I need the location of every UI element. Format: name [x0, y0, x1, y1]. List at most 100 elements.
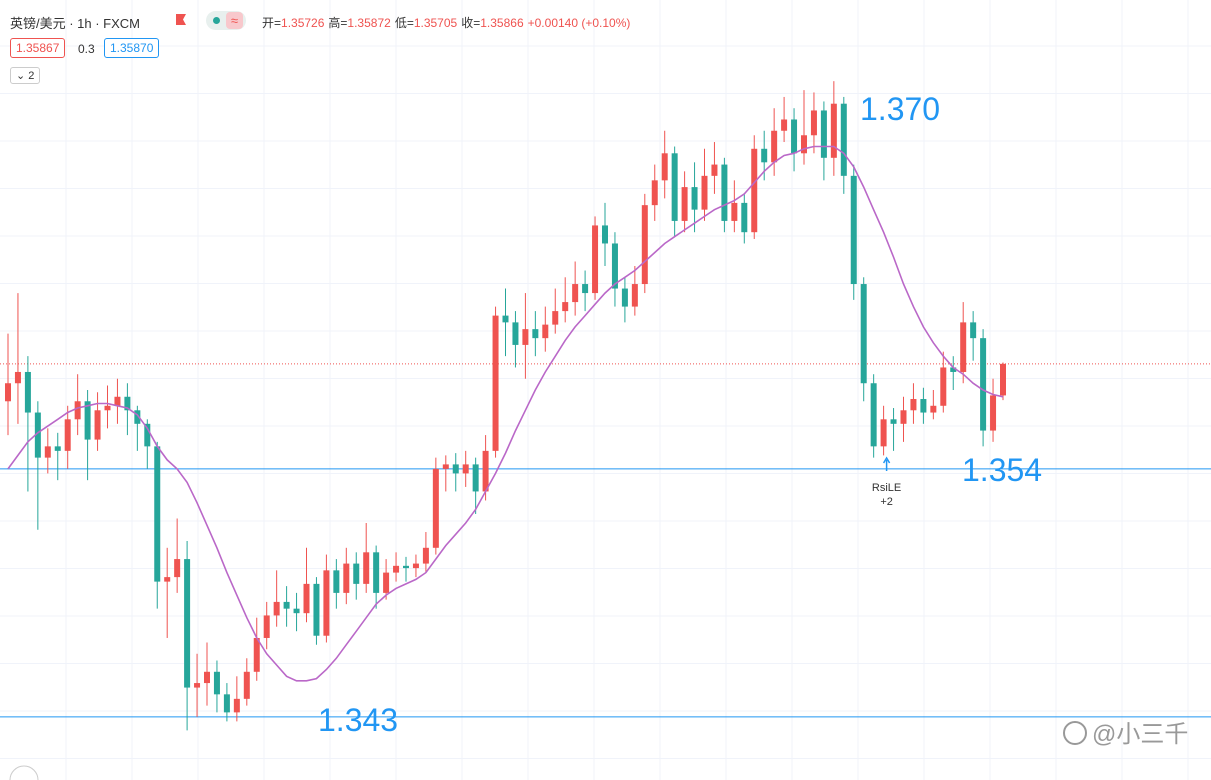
level-annotation: 1.343	[318, 702, 398, 738]
ohlc-value: 1.35866	[480, 16, 524, 30]
candle-body	[104, 405, 111, 411]
candle-body	[323, 570, 330, 636]
candle-body	[502, 315, 509, 323]
flag-icon[interactable]	[176, 14, 186, 25]
candle-body	[900, 410, 907, 424]
candle-body	[124, 396, 131, 411]
candle-body	[691, 187, 698, 210]
candle-body	[820, 110, 827, 158]
candle-body	[14, 371, 21, 384]
candle-body	[442, 464, 449, 469]
corner-icon	[9, 765, 39, 780]
candle-body	[462, 464, 469, 474]
candle-body	[422, 547, 429, 564]
candle-body	[213, 671, 220, 695]
candle-body	[1000, 363, 1006, 396]
candle-body	[243, 671, 250, 699]
candle-body	[681, 187, 688, 221]
bid-box[interactable]: 1.35867	[10, 38, 66, 58]
candle-body	[592, 225, 599, 294]
symbol-title: 英镑/美元 · 1h · FXCM	[10, 16, 141, 31]
candle-body	[383, 572, 390, 593]
candle-body	[602, 225, 608, 244]
candle-body	[233, 698, 240, 713]
candle-body	[313, 583, 320, 636]
signal-qty: +2	[880, 496, 893, 508]
candle-body	[741, 202, 748, 233]
candle-body	[5, 383, 11, 402]
candle-body	[970, 322, 977, 339]
level-annotation: 1.354	[962, 452, 1042, 488]
signal-name: RsiLE	[872, 482, 901, 494]
candle-body	[860, 284, 867, 384]
candle-body	[980, 338, 987, 431]
candle-body	[830, 103, 837, 158]
ohlc-key: 高=	[328, 16, 348, 30]
watermark-icon	[1063, 721, 1087, 745]
ohlc-key: 低=	[394, 16, 414, 30]
candle-body	[64, 419, 71, 451]
candle-body	[353, 563, 360, 584]
ohlc-value: +0.00140 (+0.10%)	[527, 16, 631, 30]
candle-body	[412, 563, 419, 569]
candle-body	[930, 405, 937, 413]
candle-body	[333, 570, 340, 593]
candle-body	[701, 175, 708, 210]
candle-body	[880, 419, 887, 447]
candle-body	[791, 119, 798, 154]
candle-body	[34, 412, 41, 458]
candle-body	[253, 637, 260, 672]
candle-body	[562, 302, 569, 312]
candle-body	[940, 367, 947, 406]
candle-body	[343, 563, 350, 593]
candle-body	[542, 324, 549, 339]
candle-body	[114, 396, 121, 406]
candle-body	[403, 565, 409, 569]
candle-body	[303, 583, 310, 614]
candle-body	[144, 423, 151, 447]
candle-body	[810, 110, 817, 136]
candle-body	[771, 130, 778, 163]
candle-body	[283, 601, 290, 609]
ask-box[interactable]: 1.35870	[104, 38, 160, 58]
indicator-toggle[interactable]: ⌄ 2	[10, 67, 41, 84]
candle-body	[134, 410, 141, 424]
candle-body	[611, 243, 618, 289]
candle-body	[194, 683, 201, 688]
candle-body	[582, 284, 589, 294]
candle-body	[273, 601, 280, 616]
candle-body	[950, 367, 957, 372]
candle-body	[801, 135, 807, 154]
candle-body	[960, 322, 967, 372]
signal-arrow-head	[882, 456, 891, 464]
candle-body	[373, 552, 380, 593]
ohlc-key: 开=	[262, 16, 282, 30]
candle-body	[631, 284, 638, 307]
candle-body	[572, 284, 579, 303]
candle-body	[393, 565, 400, 573]
candle-body	[54, 446, 61, 451]
candle-body	[74, 401, 81, 420]
candle-body	[721, 164, 728, 221]
candle-body	[552, 311, 559, 325]
candle-body	[910, 399, 917, 411]
wave-icon: ≈	[226, 12, 243, 29]
peak-annotation: 1.370	[860, 91, 940, 127]
candle-body	[890, 419, 897, 424]
candle-body	[472, 464, 479, 492]
toggle[interactable]: ≈	[206, 11, 246, 30]
candle-body	[482, 450, 489, 492]
candle-body	[432, 468, 439, 548]
candle-body	[661, 153, 668, 181]
candle-body	[711, 164, 718, 176]
candle-body	[363, 552, 370, 584]
candle-body	[174, 559, 181, 578]
candle-body	[44, 446, 51, 458]
ohlc-value: 1.35705	[413, 16, 458, 30]
candle-body	[184, 559, 191, 688]
candle-body	[512, 322, 519, 345]
candle-body	[920, 399, 927, 413]
candle-body	[641, 205, 648, 285]
candle-body	[154, 446, 161, 582]
